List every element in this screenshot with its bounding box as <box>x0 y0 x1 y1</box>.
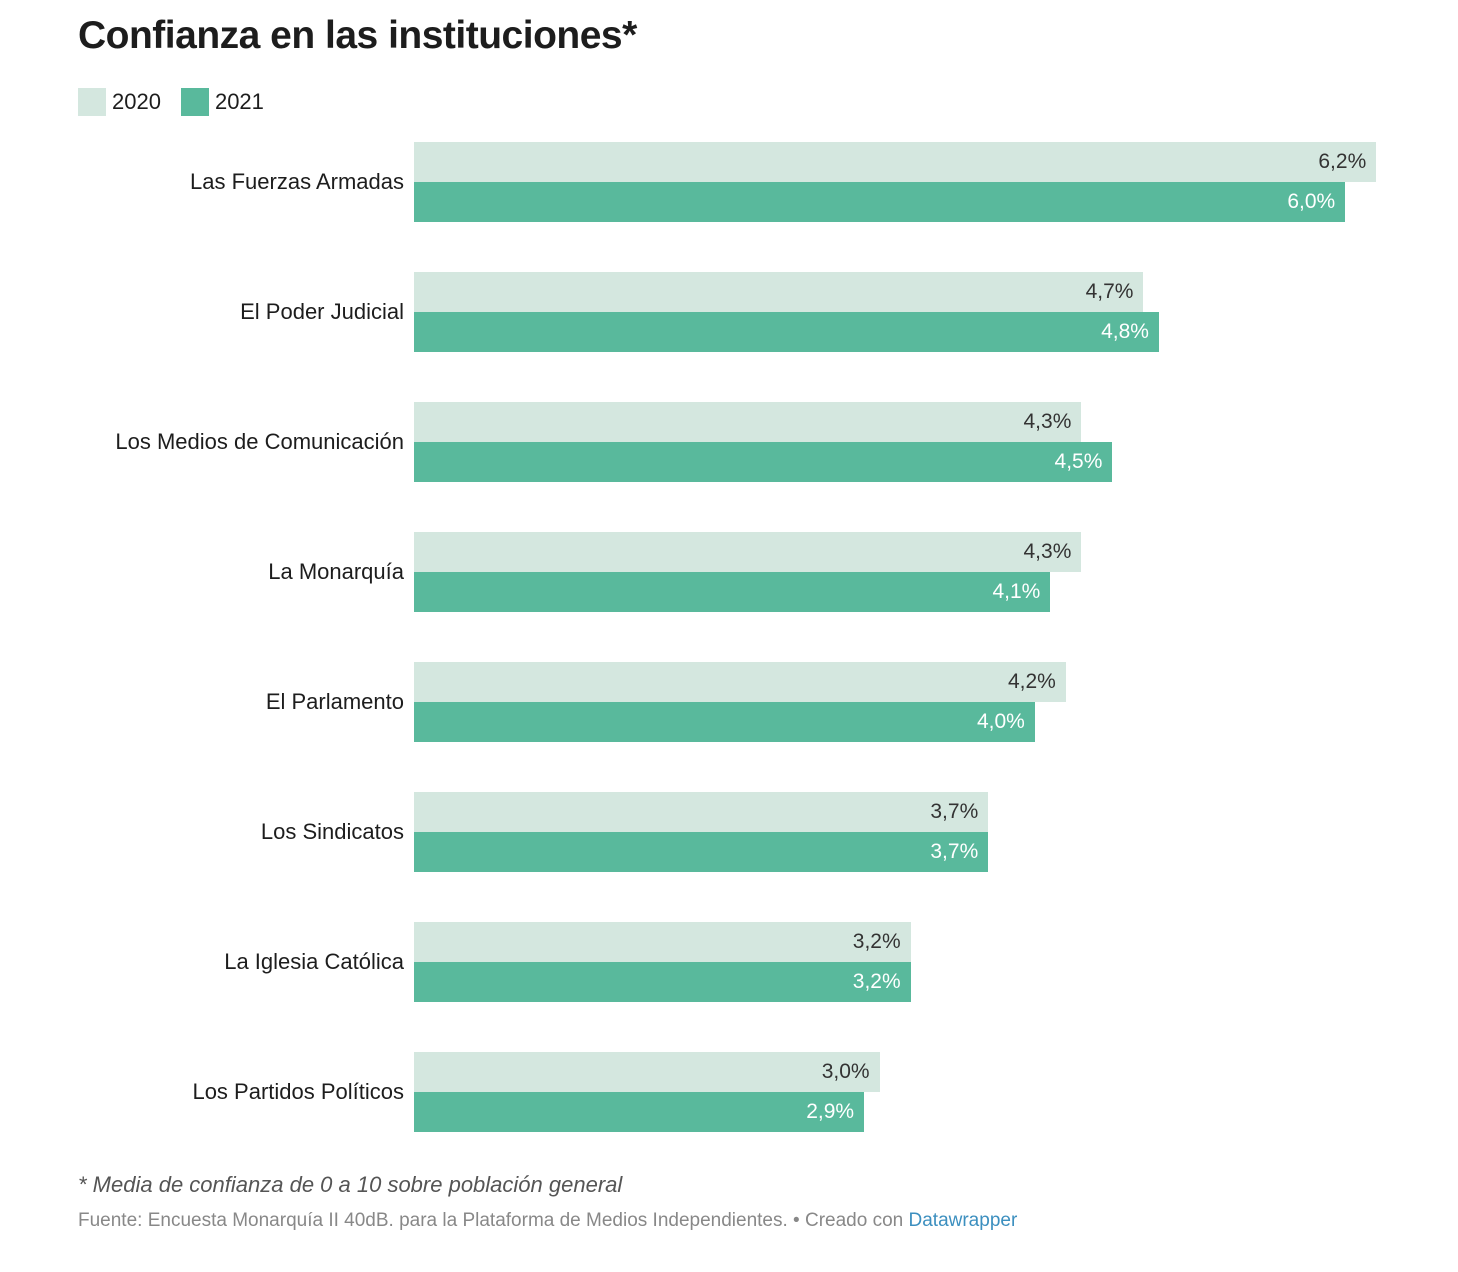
data-label-2020: 4,7% <box>1085 280 1134 303</box>
footnote: * Media de confianza de 0 a 10 sobre pob… <box>78 1172 623 1197</box>
bar-2021 <box>414 962 911 1002</box>
data-label-2020: 4,3% <box>1023 410 1072 433</box>
data-label-2020: 4,3% <box>1023 540 1072 563</box>
category-label: Las Fuerzas Armadas <box>190 169 404 194</box>
data-label-2020: 6,2% <box>1318 150 1367 173</box>
data-label-2021: 3,7% <box>930 840 979 863</box>
bar-2021 <box>414 702 1035 742</box>
datawrapper-link[interactable]: Datawrapper <box>908 1210 1018 1231</box>
category-label: La Monarquía <box>268 559 404 584</box>
legend-item-2021: 2021 <box>180 88 264 116</box>
data-label-2020: 3,7% <box>930 800 979 823</box>
data-label-2021: 3,2% <box>852 970 901 993</box>
legend-swatch-2021 <box>180 88 209 116</box>
data-label-2021: 4,0% <box>976 710 1025 733</box>
data-label-2020: 4,2% <box>1007 670 1056 693</box>
bar-2020 <box>414 142 1377 182</box>
data-label-2021: 2,9% <box>806 1100 855 1123</box>
bar-2021 <box>414 1092 865 1132</box>
data-label-2021: 4,1% <box>992 580 1041 603</box>
bar-2020 <box>414 792 989 832</box>
data-label-2020: 3,0% <box>821 1060 870 1083</box>
bar-2021 <box>414 182 1346 222</box>
legend-swatch-2020 <box>78 88 106 116</box>
bar-2020 <box>414 922 911 962</box>
bar-2020 <box>414 402 1082 442</box>
bar-2021 <box>414 832 989 872</box>
source-line: Fuente: Encuesta Monarquía II 40dB. para… <box>78 1210 1017 1232</box>
category-label: Los Medios de Comunicación <box>115 429 404 454</box>
data-label-2021: 6,0% <box>1287 190 1336 213</box>
legend-label-2020: 2020 <box>112 89 161 114</box>
category-label: La Iglesia Católica <box>224 949 404 974</box>
legend-label-2021: 2021 <box>214 89 264 114</box>
data-label-2020: 3,2% <box>852 930 901 953</box>
category-label: El Poder Judicial <box>240 299 404 324</box>
legend: 2020 2021 <box>78 88 284 116</box>
category-label: El Parlamento <box>265 689 404 714</box>
source-text: Fuente: Encuesta Monarquía II 40dB. para… <box>78 1210 909 1231</box>
bar-2020 <box>414 1052 880 1092</box>
category-label: Los Partidos Políticos <box>192 1079 404 1104</box>
bar-2020 <box>414 662 1066 702</box>
data-label-2021: 4,8% <box>1101 320 1149 343</box>
chart-title: Confianza en las instituciones* <box>78 14 637 57</box>
bar-2020 <box>414 532 1082 572</box>
bar-2020 <box>414 272 1144 312</box>
legend-item-2020: 2020 <box>78 88 161 116</box>
category-label: Los Sindicatos <box>260 819 404 844</box>
data-label-2021: 4,5% <box>1054 450 1103 473</box>
bar-2021 <box>414 442 1113 482</box>
bar-2021 <box>414 312 1159 352</box>
bar-2021 <box>414 572 1051 612</box>
